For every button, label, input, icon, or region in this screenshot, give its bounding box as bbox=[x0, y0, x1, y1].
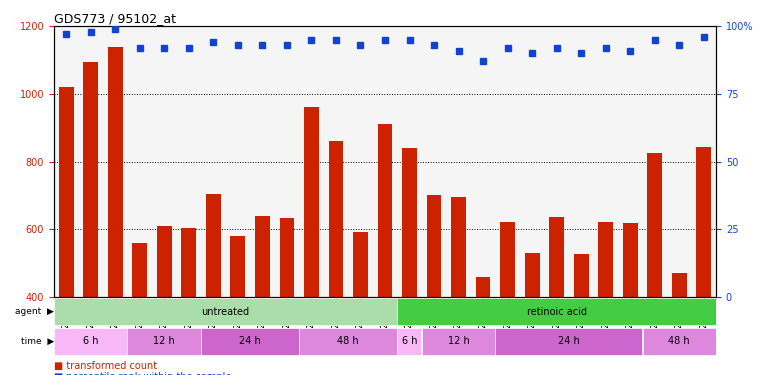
FancyBboxPatch shape bbox=[397, 328, 421, 355]
Text: retinoic acid: retinoic acid bbox=[527, 307, 587, 317]
Bar bbox=[574, 254, 588, 297]
Text: agent  ▶: agent ▶ bbox=[15, 308, 54, 316]
FancyBboxPatch shape bbox=[54, 298, 397, 325]
FancyBboxPatch shape bbox=[422, 328, 495, 355]
Text: untreated: untreated bbox=[202, 307, 249, 317]
Bar bbox=[377, 124, 393, 297]
Bar bbox=[255, 216, 270, 297]
Bar bbox=[672, 273, 687, 297]
FancyBboxPatch shape bbox=[495, 328, 642, 355]
Bar bbox=[230, 236, 245, 297]
Bar bbox=[59, 87, 73, 297]
FancyBboxPatch shape bbox=[397, 298, 715, 325]
Text: 48 h: 48 h bbox=[668, 336, 690, 346]
Bar bbox=[83, 62, 98, 297]
Bar bbox=[451, 197, 466, 297]
Text: 24 h: 24 h bbox=[558, 336, 580, 346]
Bar bbox=[598, 222, 613, 297]
FancyBboxPatch shape bbox=[128, 328, 200, 355]
Bar bbox=[500, 222, 515, 297]
Bar bbox=[182, 228, 196, 297]
FancyBboxPatch shape bbox=[300, 328, 397, 355]
Bar bbox=[697, 147, 711, 297]
Text: 6 h: 6 h bbox=[402, 336, 417, 346]
Text: 24 h: 24 h bbox=[239, 336, 261, 346]
Text: 12 h: 12 h bbox=[153, 336, 175, 346]
Bar bbox=[157, 226, 172, 297]
Bar bbox=[402, 148, 417, 297]
Bar bbox=[549, 217, 564, 297]
Text: 12 h: 12 h bbox=[447, 336, 470, 346]
Bar bbox=[525, 253, 540, 297]
Bar bbox=[353, 232, 368, 297]
Text: GDS773 / 95102_at: GDS773 / 95102_at bbox=[54, 12, 176, 25]
Text: time  ▶: time ▶ bbox=[21, 337, 54, 346]
FancyBboxPatch shape bbox=[54, 328, 127, 355]
Bar bbox=[623, 222, 638, 297]
Text: 48 h: 48 h bbox=[337, 336, 359, 346]
Bar bbox=[476, 277, 490, 297]
Bar bbox=[648, 153, 662, 297]
Bar bbox=[132, 243, 147, 297]
FancyBboxPatch shape bbox=[642, 328, 715, 355]
Bar bbox=[304, 107, 319, 297]
FancyBboxPatch shape bbox=[201, 328, 299, 355]
Bar bbox=[206, 194, 221, 297]
Text: ■ transformed count: ■ transformed count bbox=[54, 361, 157, 371]
Text: ■ percentile rank within the sample: ■ percentile rank within the sample bbox=[54, 372, 231, 375]
Text: 6 h: 6 h bbox=[83, 336, 99, 346]
Bar bbox=[427, 195, 441, 297]
Bar bbox=[329, 141, 343, 297]
Bar bbox=[280, 218, 294, 297]
Bar bbox=[108, 46, 122, 297]
